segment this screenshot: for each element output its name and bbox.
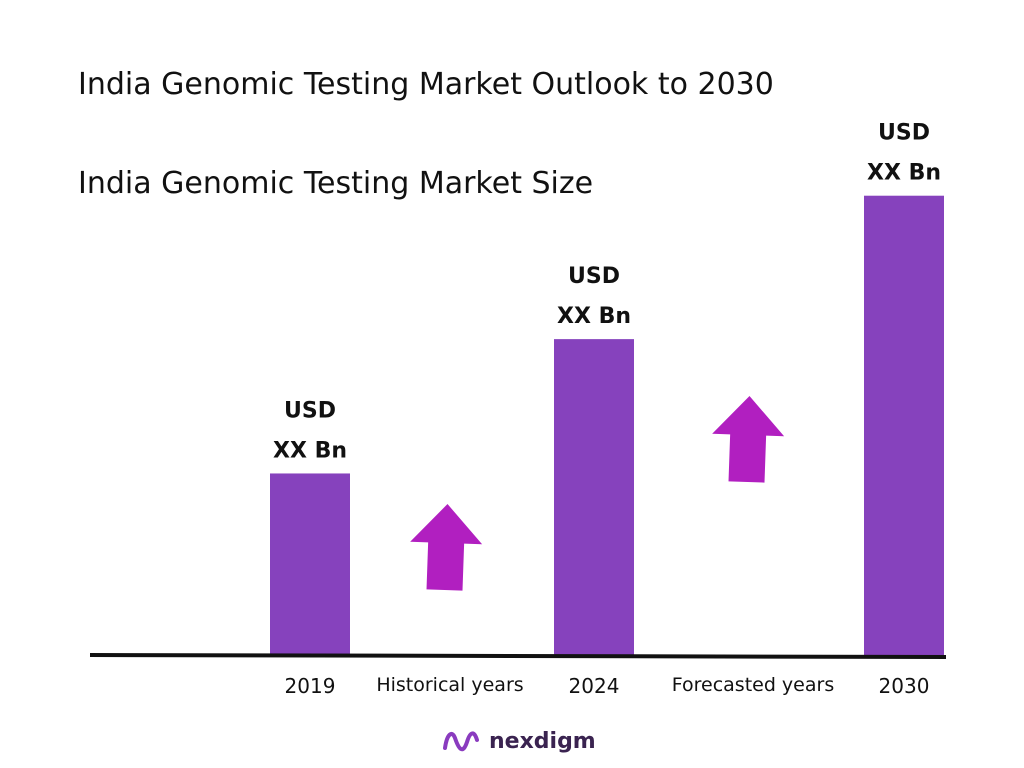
- bar-value-label: XX Bn: [557, 304, 631, 329]
- x-axis-line: [89, 653, 947, 659]
- nexdigm-wave-logo-icon: [443, 731, 479, 752]
- bar-value-label: USD: [284, 398, 336, 423]
- bar-value-label: USD: [878, 121, 930, 146]
- chart-subtitle: India Genomic Testing Market Size: [78, 166, 593, 201]
- labels-layer: USD XX Bn 2019 USD XX Bn 2024 USD XX Bn 2030 Hist…: [273, 121, 941, 698]
- segment-label: Forecasted years: [672, 674, 834, 696]
- bar-2030: [864, 195, 944, 655]
- x-tick-label: 2030: [879, 674, 930, 698]
- brand-name: nexdigm: [489, 729, 596, 754]
- chart-title: India Genomic Testing Market Outlook to …: [78, 67, 774, 102]
- x-tick-label: 2024: [569, 674, 620, 698]
- x-tick-label: 2019: [285, 674, 336, 698]
- bar-2024: [554, 339, 634, 655]
- growth-arrows: [410, 396, 785, 591]
- bar-value-label: XX Bn: [273, 438, 347, 463]
- segment-label: Historical years: [376, 674, 523, 696]
- growth-arrow-icon: [712, 396, 785, 483]
- bars-layer: [270, 195, 944, 655]
- growth-arrow-icon: [410, 504, 483, 591]
- nexdigm-logo: nexdigm: [443, 729, 596, 754]
- bar-value-label: XX Bn: [867, 161, 941, 186]
- bar-value-label: USD: [568, 264, 620, 289]
- bar-2019: [270, 473, 350, 655]
